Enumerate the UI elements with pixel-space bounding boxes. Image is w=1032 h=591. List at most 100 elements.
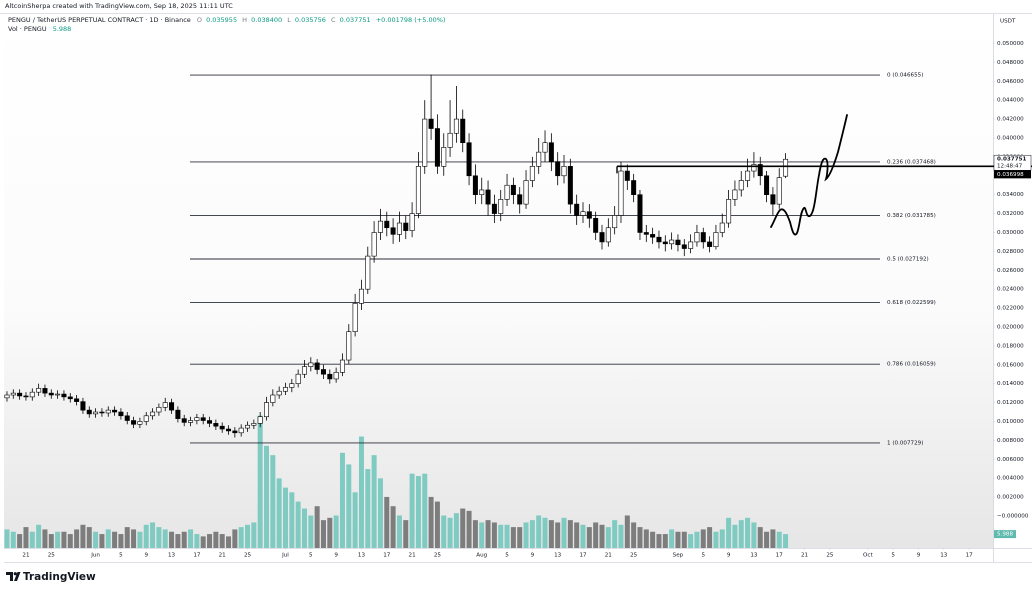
volume-bar — [631, 522, 637, 548]
candle-body — [472, 175, 478, 195]
x-tick-label: 17 — [776, 553, 784, 559]
volume-bar — [314, 506, 320, 548]
candle-body — [67, 396, 73, 400]
candle-body — [245, 424, 251, 429]
candle-body — [213, 423, 219, 427]
volume-bar — [384, 496, 390, 548]
volume-bar — [55, 531, 61, 548]
volume-bar — [295, 501, 301, 548]
candle-body — [365, 255, 371, 290]
y-tick-label: 0.006000 — [997, 457, 1024, 463]
volume-bar — [738, 520, 744, 548]
volume-bar — [713, 531, 719, 548]
volume-bar — [150, 522, 156, 548]
y-tick-label: 0.004000 — [997, 476, 1024, 482]
brand-name: TradingView — [23, 571, 96, 583]
candle-body — [409, 213, 415, 231]
volume-name: Vol · PENGU — [8, 25, 47, 33]
candle-body — [453, 118, 459, 134]
candle-body — [282, 387, 288, 392]
y-tick-label: 0.042000 — [997, 117, 1024, 123]
candle-body — [74, 398, 80, 402]
y-tick-label: 0.040000 — [997, 135, 1024, 141]
volume-bar — [479, 522, 485, 548]
volume-tag — [994, 530, 1016, 539]
candle-body — [764, 175, 770, 195]
volume-bar — [536, 515, 542, 548]
y-tick-label: 0.026000 — [997, 268, 1024, 274]
volume-bar — [112, 531, 118, 548]
volume-bar — [770, 529, 776, 548]
volume-bar — [188, 529, 194, 548]
candle-body — [339, 359, 345, 373]
candle-body — [352, 303, 358, 332]
volume-bar — [276, 478, 282, 548]
candle-body — [441, 147, 447, 167]
candle-body — [251, 423, 257, 426]
candle-body — [93, 411, 99, 415]
volume-legend: Vol · PENGU 5.988 — [8, 25, 71, 33]
candle-body — [396, 222, 402, 235]
x-tick-label: 5 — [701, 553, 705, 559]
volume-bar — [93, 531, 99, 548]
logo-dot — [13, 572, 17, 576]
candle-body — [498, 199, 504, 214]
fib-level-label: 0.5 (0.027192) — [887, 257, 929, 263]
y-tick-label: 0.028000 — [997, 249, 1024, 255]
volume-bar — [23, 527, 29, 548]
x-tick-label: Sep — [673, 553, 684, 559]
drawing-layer — [616, 114, 1032, 236]
x-tick-label: 5 — [505, 553, 509, 559]
volume-bar — [460, 508, 466, 548]
volume-bar — [232, 529, 238, 548]
candle-body — [169, 402, 175, 411]
candle-body — [479, 189, 485, 195]
volume-bar — [219, 534, 225, 548]
volume-bar — [529, 520, 535, 548]
y-tick-label: 0.048000 — [997, 60, 1024, 66]
volume-bar — [567, 520, 573, 548]
volume-bar — [42, 529, 48, 548]
x-tick-label: 13 — [358, 553, 366, 559]
volume-bar — [200, 536, 206, 548]
candle-body — [257, 416, 263, 424]
volume-bar — [131, 529, 137, 548]
volume-bar — [783, 534, 789, 548]
x-tick-label: 9 — [917, 553, 921, 559]
candle-body — [618, 170, 624, 216]
volume-bar — [86, 527, 92, 548]
candle-body — [131, 420, 137, 425]
volume-bar — [238, 527, 244, 548]
volume-bar — [245, 524, 251, 548]
candle-body — [207, 420, 213, 424]
volume-bar — [390, 506, 396, 548]
y-tick-label: 0.024000 — [997, 287, 1024, 293]
candle-body — [289, 383, 295, 388]
volume-bar — [593, 522, 599, 548]
candle-body — [726, 199, 732, 224]
candle-body — [188, 420, 194, 423]
candle-body — [194, 417, 200, 421]
volume-bar — [612, 520, 618, 548]
symbol: PENGU / TetherUS PERPETUAL CONTRACT · 1D… — [8, 16, 191, 24]
candle-body — [624, 170, 630, 181]
volume-bar — [118, 534, 124, 548]
y-tick-label: 0.020000 — [997, 324, 1024, 330]
candle-body — [574, 203, 580, 216]
candle-body — [137, 421, 143, 425]
candle-body — [776, 177, 782, 205]
candle-body — [42, 388, 48, 394]
candle-body — [580, 211, 586, 216]
x-tick-label: 21 — [801, 553, 809, 559]
x-tick-label: 17 — [193, 553, 201, 559]
candle-body — [270, 394, 276, 403]
volume-bar — [74, 529, 80, 548]
volume-bar — [700, 529, 706, 548]
volume-bar — [251, 522, 257, 548]
volume-bar — [352, 492, 358, 548]
candle-body — [656, 236, 662, 243]
x-tick-label: Aug — [476, 553, 487, 559]
candle-body — [384, 220, 390, 229]
candle-body — [732, 189, 738, 200]
volume-bar — [485, 520, 491, 548]
